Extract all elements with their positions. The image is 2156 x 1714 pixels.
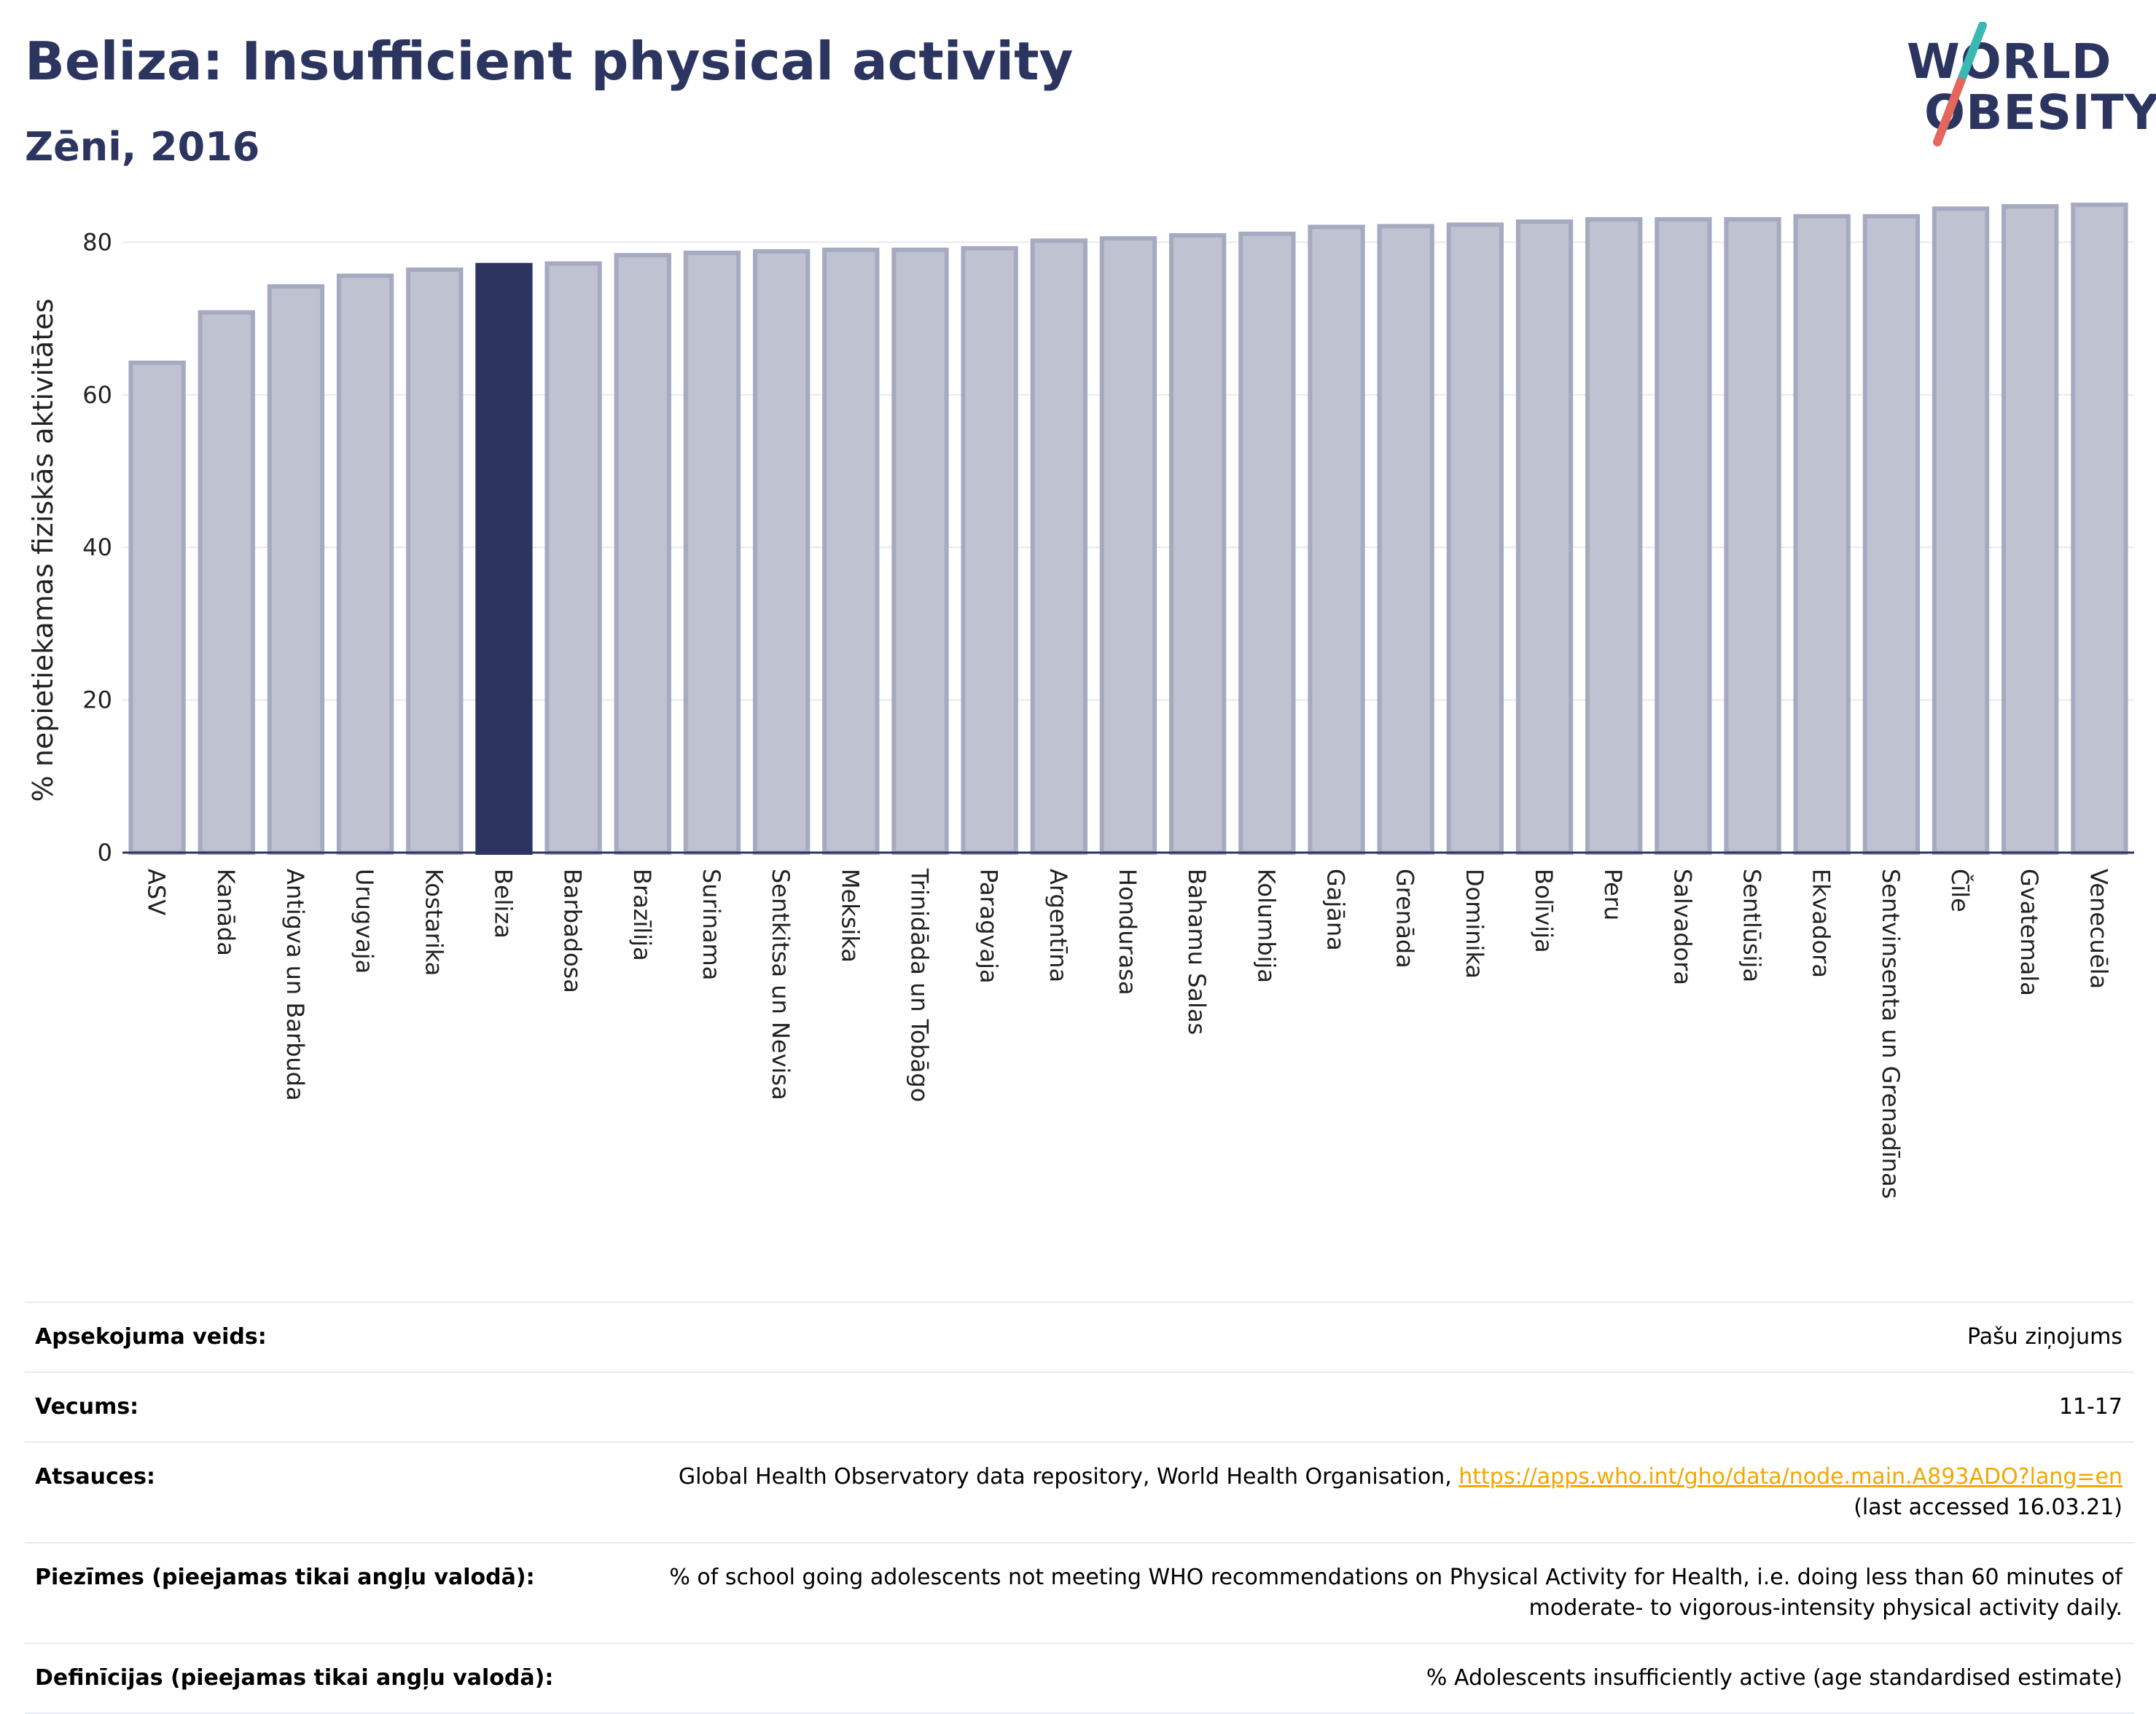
x-tick-label: Meksika bbox=[836, 869, 864, 963]
y-tick-label: 20 bbox=[82, 686, 112, 714]
meta-label: Apsekojuma veids: bbox=[35, 1324, 267, 1350]
bar bbox=[752, 249, 811, 855]
bar bbox=[198, 310, 255, 855]
bar bbox=[1724, 216, 1781, 856]
bar bbox=[1238, 231, 1296, 856]
bar bbox=[961, 246, 1018, 855]
logo-slash-icon bbox=[1933, 22, 1987, 146]
y-tick-label: 60 bbox=[82, 381, 112, 409]
meta-row-age: Vecums: 11-17 bbox=[25, 1373, 2134, 1443]
bar bbox=[1932, 206, 1990, 856]
x-tick-label: Peru bbox=[1599, 869, 1627, 920]
x-tick-label: Gajāna bbox=[1322, 869, 1350, 951]
chart-axes: 0 20 40 60 80 ASV Kanāda Antigva un Barbuda Urug… bbox=[27, 228, 2134, 1199]
x-tick-label: Argentīna bbox=[1044, 869, 1072, 982]
bar bbox=[891, 247, 949, 855]
bar bbox=[336, 273, 394, 855]
meta-row-survey-type: Apsekojuma veids: Pašu ziņojums bbox=[25, 1303, 2134, 1373]
meta-row-notes: Piezīmes (pieejamas tikai angļu valodā):… bbox=[25, 1543, 2134, 1644]
bar bbox=[1030, 238, 1087, 855]
y-axis-title: % nepietiekamas fiziskās aktivitātes bbox=[27, 299, 59, 802]
bar bbox=[1515, 219, 1574, 856]
bar bbox=[1377, 224, 1434, 856]
meta-label: Atsauces: bbox=[35, 1464, 155, 1490]
x-tick-label: Gvatemala bbox=[2015, 869, 2043, 996]
meta-label: Definīcijas (pieejamas tikai angļu valod… bbox=[35, 1665, 554, 1691]
x-tick-label: Kolumbija bbox=[1252, 869, 1280, 983]
meta-value: % of school going adolescents not meetin… bbox=[669, 1565, 2122, 1621]
meta-row-references: Atsauces: Global Health Observatory data… bbox=[25, 1443, 2134, 1543]
world-obesity-logo[interactable]: WORLD OBESITY bbox=[1902, 22, 2156, 153]
logo-line1: WORLD bbox=[1907, 34, 2112, 90]
reference-link[interactable]: https://apps.who.int/gho/data/node.main.… bbox=[1458, 1464, 2122, 1490]
bar bbox=[1793, 214, 1851, 856]
meta-label: Vecums: bbox=[35, 1394, 139, 1420]
bar bbox=[1655, 216, 1712, 856]
y-tick-label: 0 bbox=[98, 839, 112, 866]
bar-chart: 0 20 40 60 80 ASV Kanāda Antigva un Barbuda Urug… bbox=[27, 203, 2134, 1199]
bar bbox=[1446, 222, 1504, 856]
x-tick-label: Čīle bbox=[1946, 869, 1975, 912]
x-tick-label: Brazīlija bbox=[628, 869, 656, 961]
x-tick-label: Venecuēla bbox=[2085, 869, 2112, 989]
x-tick-label: Kostarika bbox=[420, 869, 448, 976]
x-tick-label: Salvadora bbox=[1668, 869, 1696, 985]
x-tick-label: Urugvaja bbox=[351, 869, 378, 974]
x-tick-label: Dominika bbox=[1461, 869, 1488, 979]
x-tick-label: Paragvaja bbox=[975, 869, 1003, 984]
meta-value: Pašu ziņojums bbox=[1967, 1324, 2122, 1350]
page-subtitle: Zēni, 2016 bbox=[25, 124, 260, 170]
meta-value: 11-17 bbox=[2058, 1394, 2122, 1420]
bar bbox=[2071, 203, 2128, 855]
x-tick-label: Antigva un Barbuda bbox=[281, 869, 309, 1101]
bar bbox=[406, 267, 464, 855]
bar bbox=[544, 261, 602, 855]
x-tick-label: Barbadosa bbox=[559, 869, 587, 993]
page-title: Beliza: Insufficient physical activity bbox=[25, 31, 1074, 92]
metadata-table: Apsekojuma veids: Pašu ziņojums Vecums: … bbox=[25, 1302, 2134, 1714]
bar bbox=[267, 284, 325, 856]
x-tick-label: ASV bbox=[143, 869, 171, 915]
logo-line2: OBESITY bbox=[1924, 85, 2156, 141]
x-tick-label: Surinama bbox=[698, 869, 725, 980]
x-tick-label: Sentvinsenta un Grenadīnas bbox=[1877, 869, 1905, 1199]
bar bbox=[1169, 232, 1227, 856]
meta-label: Piezīmes (pieejamas tikai angļu valodā): bbox=[35, 1565, 535, 1590]
bar bbox=[1862, 214, 1921, 856]
x-tick-label: Sentkitsa un Nevisa bbox=[767, 869, 794, 1100]
x-tick-label: Sentlūsija bbox=[1738, 869, 1766, 982]
x-tick-label: Trinidāda un Tobāgo bbox=[905, 868, 933, 1102]
bar bbox=[1585, 216, 1643, 856]
reference-accessed: (last accessed 16.03.21) bbox=[1854, 1495, 2122, 1520]
bar bbox=[1099, 236, 1157, 855]
x-tick-label: Beliza bbox=[489, 869, 517, 939]
x-tick-label: Hondurasa bbox=[1114, 869, 1141, 995]
x-tick-label: Bahamu Salas bbox=[1183, 869, 1211, 1035]
y-tick-label: 80 bbox=[82, 228, 112, 256]
reference-text: Global Health Observatory data repositor… bbox=[678, 1464, 1459, 1490]
meta-value: % Adolescents insufficiently active (age… bbox=[1426, 1665, 2122, 1691]
bar bbox=[683, 251, 741, 855]
bar bbox=[614, 253, 671, 855]
chart-bars bbox=[128, 203, 2128, 856]
bar bbox=[128, 360, 186, 856]
x-tick-label: Bolīvija bbox=[1530, 869, 1558, 953]
meta-row-definitions: Definīcijas (pieejamas tikai angļu valod… bbox=[25, 1644, 2134, 1714]
meta-value: Global Health Observatory data repositor… bbox=[679, 1462, 2122, 1523]
bar bbox=[2001, 204, 2059, 856]
bar-highlighted bbox=[475, 262, 533, 855]
y-tick-label: 40 bbox=[82, 533, 112, 561]
bar bbox=[1308, 224, 1365, 856]
bar bbox=[822, 247, 880, 855]
x-tick-label: Grenāda bbox=[1391, 869, 1419, 968]
x-tick-label: Kanāda bbox=[212, 869, 240, 956]
x-tick-label: Ekvadora bbox=[1808, 869, 1835, 978]
